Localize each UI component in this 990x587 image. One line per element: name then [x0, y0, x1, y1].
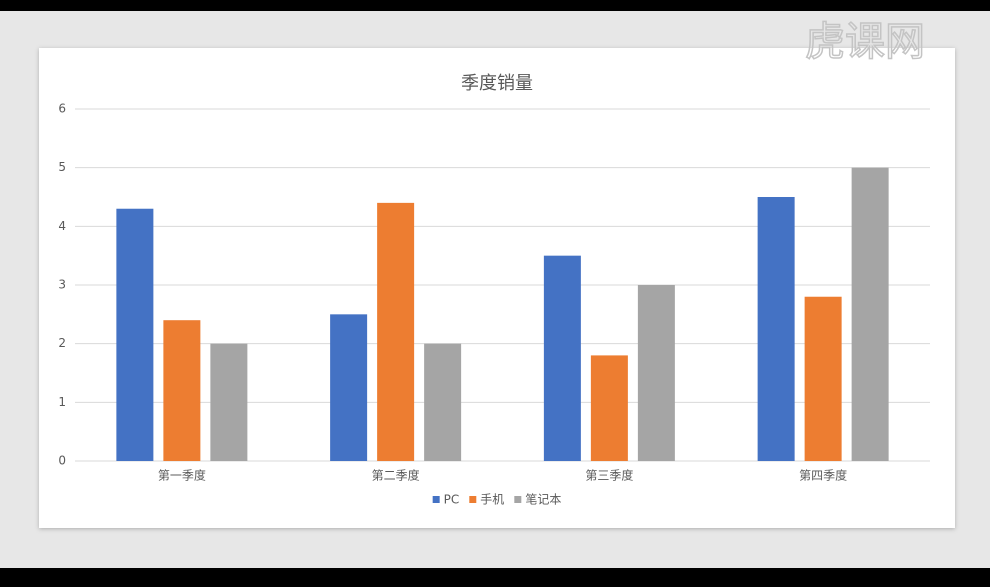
- y-tick-label: 1: [58, 395, 66, 409]
- legend-swatch: [432, 496, 440, 503]
- x-tick-label: 第三季度: [585, 468, 633, 483]
- y-tick-label: 6: [58, 102, 66, 116]
- bar: [757, 197, 795, 461]
- bar: [424, 343, 462, 461]
- bar: [637, 285, 675, 461]
- top-band: [0, 0, 990, 11]
- bar: [163, 320, 201, 461]
- legend-label: PC: [444, 493, 460, 507]
- watermark: 虎课网: [805, 19, 925, 65]
- bar: [590, 355, 628, 461]
- bar: [377, 202, 415, 461]
- bar: [543, 255, 581, 461]
- bar: [330, 314, 368, 461]
- plot: 0 1 2 3 4 5 6 第一季度 第二季度 第三季度 第四季度 PC 手机 笔记本: [58, 102, 930, 507]
- legend-label: 手机: [480, 493, 504, 507]
- legend-label: 笔记本: [525, 492, 561, 507]
- legend-swatch: [469, 496, 477, 503]
- y-tick-label: 0: [58, 454, 66, 468]
- y-tick-label: 2: [58, 336, 66, 350]
- bar: [851, 167, 889, 461]
- x-tick-label: 第四季度: [799, 468, 847, 483]
- chart-title: 季度销量: [461, 73, 533, 94]
- x-tick-label: 第二季度: [372, 468, 420, 483]
- y-tick-label: 3: [58, 278, 66, 292]
- y-tick-label: 4: [58, 219, 66, 233]
- bar: [116, 208, 154, 461]
- bar: [804, 296, 842, 461]
- y-tick-label: 5: [58, 160, 66, 174]
- bar: [210, 343, 248, 461]
- legend-swatch: [514, 496, 522, 503]
- x-tick-label: 第一季度: [158, 468, 206, 483]
- bottom-band: [0, 568, 990, 587]
